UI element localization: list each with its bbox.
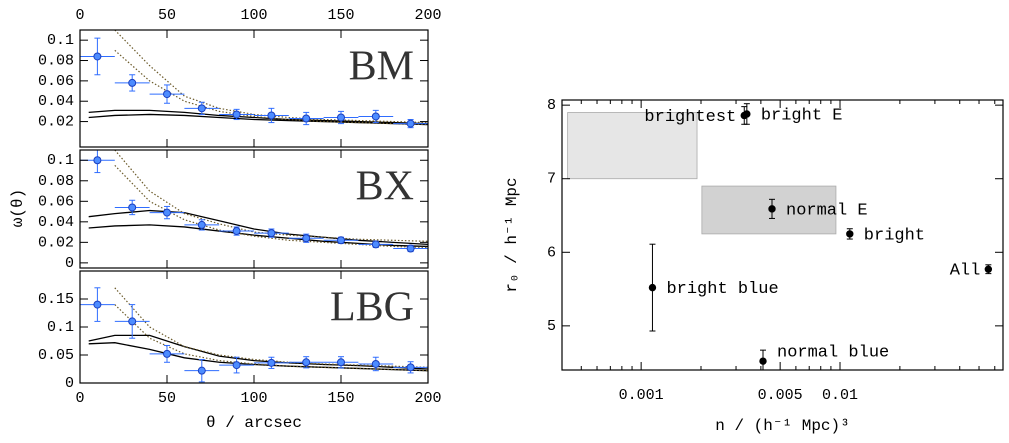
point — [232, 361, 241, 370]
point — [846, 230, 854, 238]
x-tick-label: 50 — [158, 390, 176, 407]
point — [984, 265, 993, 273]
point — [267, 229, 276, 238]
point — [337, 358, 345, 367]
y-tick-label: 8 — [547, 97, 556, 114]
x-tick-label: 150 — [327, 7, 354, 24]
point — [93, 156, 102, 165]
model-line — [88, 209, 428, 246]
plot-area — [80, 287, 428, 383]
y-tick-label: 5 — [547, 318, 556, 335]
point — [406, 363, 415, 372]
panel-label: BX — [356, 164, 414, 210]
point — [302, 358, 311, 367]
point — [197, 220, 206, 229]
point — [128, 317, 137, 326]
point — [93, 300, 102, 309]
point — [197, 104, 206, 113]
point — [302, 234, 311, 243]
x-tick-label: 50 — [158, 7, 176, 24]
y-tick-label: 0.04 — [38, 214, 74, 231]
point — [337, 236, 345, 245]
x-tick-label: 0.01 — [822, 387, 858, 404]
point — [371, 359, 380, 368]
point — [371, 112, 380, 121]
x-tick-label: 200 — [414, 7, 441, 24]
point-label: All — [950, 262, 981, 281]
point-label: brightest — [644, 108, 736, 127]
point — [337, 113, 345, 122]
plot-area — [80, 150, 428, 253]
point — [232, 227, 241, 236]
y-axis-label: ω(θ) — [9, 189, 27, 227]
point-label: normal E — [786, 201, 868, 220]
point — [371, 240, 380, 249]
x-axis-label: n / (h⁻¹ Mpc)³ — [715, 417, 849, 435]
y-tick-label: 0.1 — [47, 32, 74, 49]
x-tick-label: 150 — [327, 390, 354, 407]
point — [267, 358, 276, 367]
y-tick-label: 0.06 — [38, 193, 74, 210]
x-tick-label: 0.005 — [758, 387, 803, 404]
plot-area — [567, 103, 993, 370]
point — [93, 52, 102, 61]
x-axis-label: θ / arcsec — [206, 414, 302, 432]
x-tick-label: 0.001 — [619, 387, 664, 404]
x-tick-label: 100 — [240, 7, 267, 24]
panel-label: BM — [349, 44, 414, 90]
y-tick-label: 0.02 — [38, 114, 74, 131]
point — [197, 366, 206, 375]
x-tick-label: 100 — [240, 390, 267, 407]
y-tick-label: 0.05 — [38, 347, 74, 364]
point — [163, 90, 171, 99]
y-tick-label: 0.08 — [38, 173, 74, 190]
y-tick-label: 0.06 — [38, 73, 74, 90]
y-tick-label: 0.02 — [38, 234, 74, 251]
point — [128, 78, 137, 87]
y-tick-label: 7 — [547, 171, 556, 188]
panel-label: LBG — [330, 285, 414, 331]
y-tick-label: 0.04 — [38, 93, 74, 110]
x-tick-label: 0 — [75, 390, 84, 407]
y-tick-label: 0.15 — [38, 291, 74, 308]
point — [743, 110, 751, 118]
point — [759, 357, 767, 365]
point-label: bright blue — [666, 280, 778, 299]
point-label: normal blue — [777, 344, 889, 363]
point — [128, 203, 137, 212]
y-tick-label: 0.1 — [47, 319, 74, 336]
point-label: bright — [864, 226, 925, 245]
point — [406, 244, 415, 253]
point — [302, 114, 311, 123]
point — [648, 283, 657, 292]
model-line — [88, 109, 428, 125]
y-tick-label: 0.1 — [47, 152, 74, 169]
region — [567, 112, 698, 180]
point — [163, 349, 171, 358]
model-line — [114, 164, 428, 249]
model-line — [114, 150, 428, 242]
frame — [561, 99, 1004, 371]
y-tick-label: 0.08 — [38, 52, 74, 69]
point-label: bright E — [761, 106, 843, 125]
point — [768, 205, 776, 213]
point — [163, 208, 171, 217]
y-tick-label: 6 — [547, 244, 556, 261]
point — [267, 111, 276, 120]
x-tick-label: 200 — [414, 390, 441, 407]
y-tick-label: 0 — [65, 375, 74, 392]
plot-area — [80, 30, 428, 129]
y-axis-label: r₀ / h⁻¹ Mpc — [503, 177, 521, 292]
model-line — [88, 334, 428, 370]
point — [232, 110, 241, 119]
x-tick-label: 0 — [75, 7, 84, 24]
y-tick-label: 0 — [65, 255, 74, 272]
point — [406, 119, 415, 128]
